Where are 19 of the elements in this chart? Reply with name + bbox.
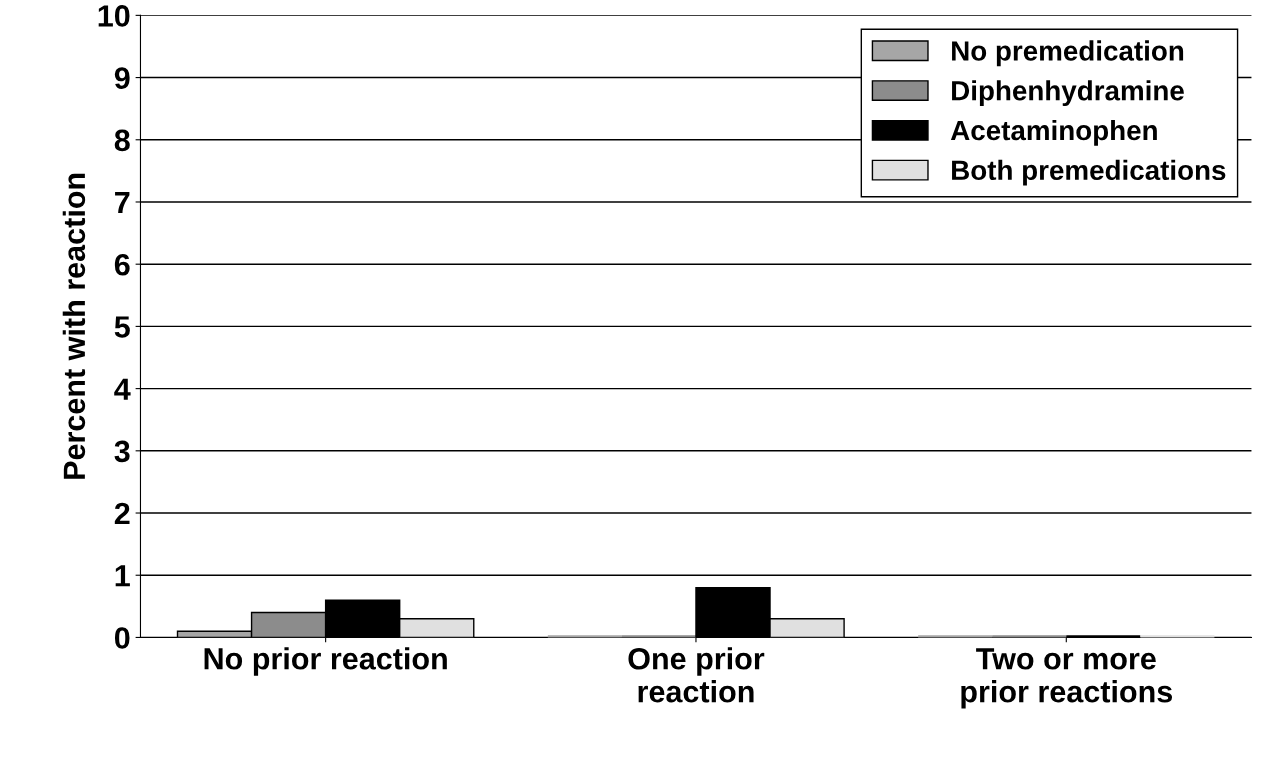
y-tick-label: 8 bbox=[114, 129, 130, 152]
legend-label: Acetaminophen bbox=[950, 119, 1157, 146]
y-tick-label: 7 bbox=[115, 192, 130, 214]
y-tick-label: 5 bbox=[114, 316, 130, 338]
y-tick-label: 0 bbox=[114, 627, 130, 649]
y-axis-title: Percent with reaction bbox=[62, 173, 86, 479]
y-tick-label: 3 bbox=[114, 440, 130, 463]
y-tick-label: 2 bbox=[114, 502, 130, 525]
y-tick-label: 6 bbox=[114, 253, 130, 276]
y-tick-label: 1 bbox=[115, 565, 130, 587]
x-tick-label: No prior reaction bbox=[204, 647, 447, 676]
legend-label: No premedication bbox=[952, 40, 1184, 67]
y-tick-label: 9 bbox=[114, 67, 130, 89]
y-tick-label: 4 bbox=[114, 378, 131, 400]
y-tick-label: 10 bbox=[98, 5, 130, 27]
legend-label: Diphenhydramine bbox=[952, 80, 1184, 107]
x-tick-label: One prior reaction bbox=[628, 647, 765, 703]
x-tick-label: Two or more prior reactions bbox=[961, 648, 1173, 709]
legend-label: Both premedications bbox=[952, 159, 1226, 186]
